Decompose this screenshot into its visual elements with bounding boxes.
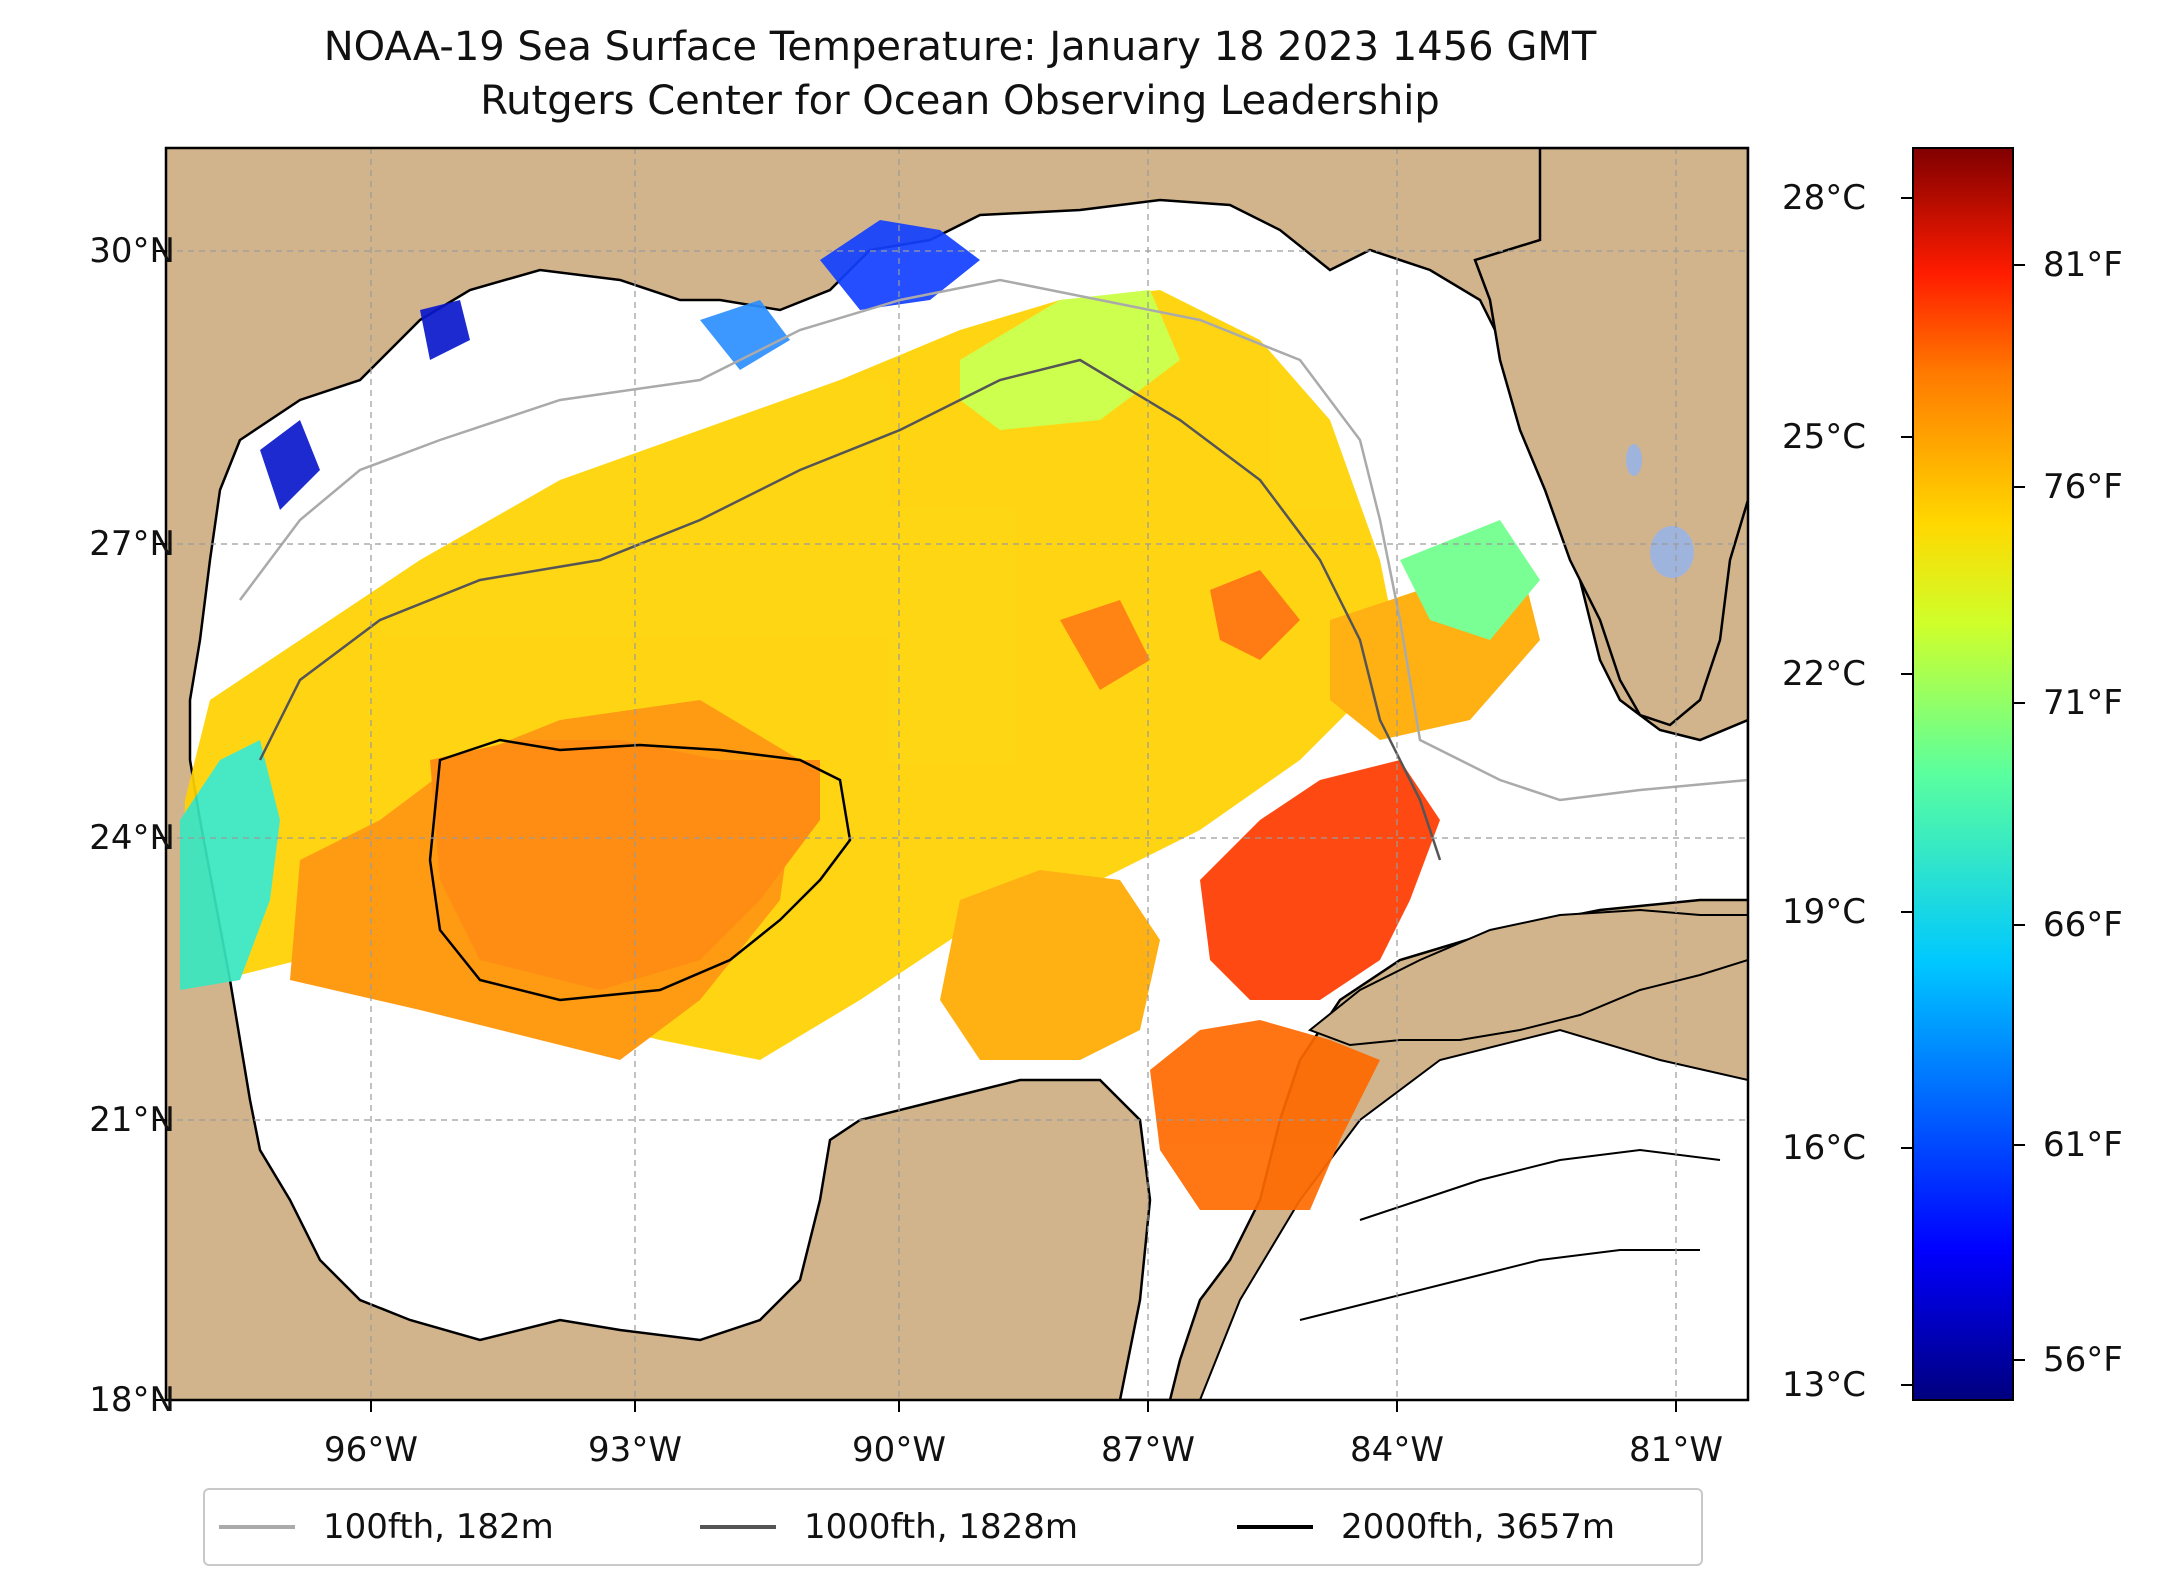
colorbar-label-56f: 56°F — [2043, 1340, 2123, 1380]
colorbar-label-25c: 25°C — [1782, 417, 1867, 457]
lat-label-30n: 30°N — [89, 231, 175, 271]
colorbar-label-13c: 13°C — [1782, 1365, 1867, 1405]
legend-item-100fth: 100fth, 182m — [219, 1502, 554, 1552]
legend-swatch-2000fth — [1237, 1525, 1313, 1529]
chart-title: NOAA-19 Sea Surface Temperature: January… — [323, 24, 1597, 70]
legend-item-1000fth: 1000fth, 1828m — [700, 1502, 1078, 1552]
legend-label-100fth: 100fth, 182m — [323, 1507, 554, 1547]
colorbar — [1912, 147, 2014, 1401]
contour-2000fth — [428, 738, 852, 1002]
colorbar-label-66f: 66°F — [2043, 905, 2123, 945]
sst-data-layer — [180, 220, 1540, 1210]
axis-ticks — [154, 250, 1677, 1412]
lon-label-81w: 81°W — [1629, 1430, 1723, 1470]
lon-label-90w: 90°W — [852, 1430, 946, 1470]
lon-label-96w: 96°W — [324, 1430, 418, 1470]
legend-swatch-100fth — [219, 1525, 295, 1529]
contour-legend: 100fth, 182m 1000fth, 1828m 2000fth, 365… — [203, 1488, 1703, 1566]
legend-label-2000fth: 2000fth, 3657m — [1341, 1507, 1616, 1547]
lat-label-18n: 18°N — [89, 1380, 175, 1420]
lat-label-27n: 27°N — [89, 524, 175, 564]
colorbar-label-19c: 19°C — [1782, 892, 1867, 932]
colorbar-label-28c: 28°C — [1782, 178, 1867, 218]
colorbar-ticks — [1901, 197, 2025, 1386]
lon-label-93w: 93°W — [588, 1430, 682, 1470]
contour-1000fth — [258, 358, 1442, 861]
colorbar-label-71f: 71°F — [2043, 683, 2123, 723]
legend-item-2000fth: 2000fth, 3657m — [1237, 1502, 1615, 1552]
colorbar-label-22c: 22°C — [1782, 654, 1867, 694]
legend-label-1000fth: 1000fth, 1828m — [804, 1507, 1079, 1547]
lon-label-84w: 84°W — [1350, 1430, 1444, 1470]
cuba-landmass — [1308, 908, 1748, 1047]
colorbar-label-16c: 16°C — [1782, 1128, 1867, 1168]
inland-lake — [1626, 444, 1642, 476]
legend-swatch-1000fth — [700, 1525, 776, 1529]
contour-100fth — [239, 278, 1748, 802]
colorbar-label-81f: 81°F — [2043, 245, 2123, 285]
map-frame — [164, 146, 1750, 1402]
lon-label-87w: 87°W — [1101, 1430, 1195, 1470]
map-area — [166, 148, 1748, 1400]
lat-label-21n: 21°N — [89, 1100, 175, 1140]
caribbean-water — [1198, 1028, 1748, 1400]
chart-subtitle: Rutgers Center for Ocean Observing Leade… — [480, 78, 1440, 124]
contour-2000fth-caribbean — [1299, 1148, 1721, 1321]
colorbar-label-76f: 76°F — [2043, 467, 2123, 507]
florida-landmass — [1473, 148, 1748, 727]
lake-okeechobee — [1650, 526, 1694, 578]
colorbar-label-61f: 61°F — [2043, 1125, 2123, 1165]
lat-label-24n: 24°N — [89, 818, 175, 858]
